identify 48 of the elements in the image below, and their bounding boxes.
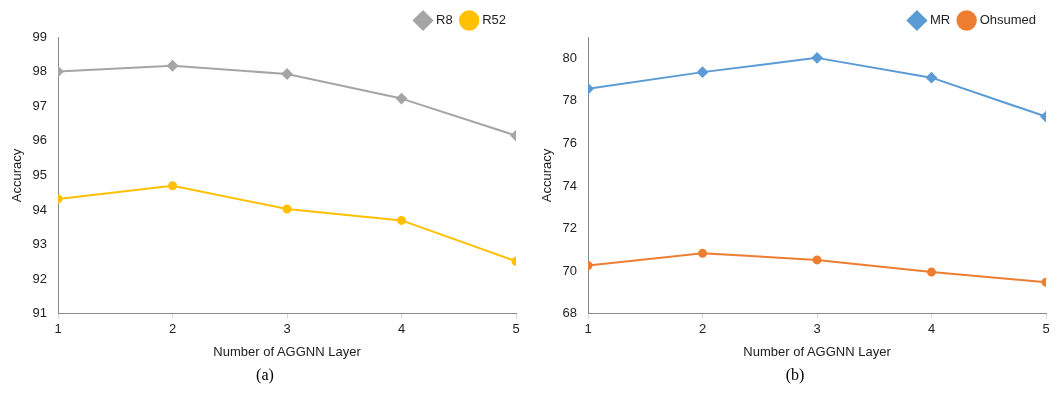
legend-label: Ohsumed	[979, 12, 1037, 28]
point	[926, 72, 938, 84]
y-axis-title: Accuracy	[539, 148, 555, 203]
x-tick-label: 4	[397, 321, 406, 337]
point	[698, 248, 708, 258]
y-tick-label: 72	[562, 220, 578, 236]
y-tick-label: 94	[32, 201, 48, 217]
legend-label: MR	[929, 12, 951, 28]
y-tick-label: 91	[32, 305, 48, 321]
x-tick-label: 1	[584, 321, 592, 337]
text: (a)	[255, 366, 275, 384]
y-tick-label: 92	[32, 270, 48, 286]
point	[396, 93, 408, 105]
legend-label: R8	[436, 12, 453, 28]
x-axis-title: Number of AGGNN Layer	[743, 343, 892, 359]
y-tick-label: 95	[32, 166, 48, 182]
x-tick-label: 4	[927, 321, 936, 337]
x-tick-label: 3	[283, 321, 291, 337]
point	[811, 52, 823, 64]
y-tick-label: 80	[562, 49, 578, 65]
x-tick-label: 5	[512, 321, 520, 337]
y-tick-label: 98	[32, 63, 48, 79]
point	[168, 181, 178, 191]
legend-label: R52	[482, 12, 507, 28]
y-tick-label: 74	[562, 177, 578, 193]
y-tick-label: 70	[562, 262, 578, 278]
point	[927, 267, 937, 277]
x-tick-label: 2	[168, 321, 177, 337]
y-tick-label: 78	[562, 92, 578, 108]
point	[812, 255, 822, 265]
y-tick-label: 93	[32, 236, 48, 252]
x-tick-label: 2	[698, 321, 707, 337]
x-tick-label: 5	[1042, 321, 1050, 337]
y-tick-label: 96	[32, 132, 48, 148]
y-tick-label: 68	[562, 305, 578, 321]
y-tick-label: 76	[562, 135, 578, 151]
y-tick-label: 99	[32, 28, 48, 44]
point	[281, 68, 293, 80]
y-axis-title: Accuracy	[9, 148, 25, 203]
y-tick-label: 97	[32, 97, 48, 113]
point	[397, 215, 407, 225]
x-tick-label: 3	[813, 321, 821, 337]
point	[697, 66, 709, 78]
x-axis-title: Number of AGGNN Layer	[213, 343, 362, 359]
x-tick-label: 1	[54, 321, 62, 337]
text: (b)	[784, 366, 806, 384]
point	[167, 60, 179, 72]
point	[282, 204, 292, 214]
